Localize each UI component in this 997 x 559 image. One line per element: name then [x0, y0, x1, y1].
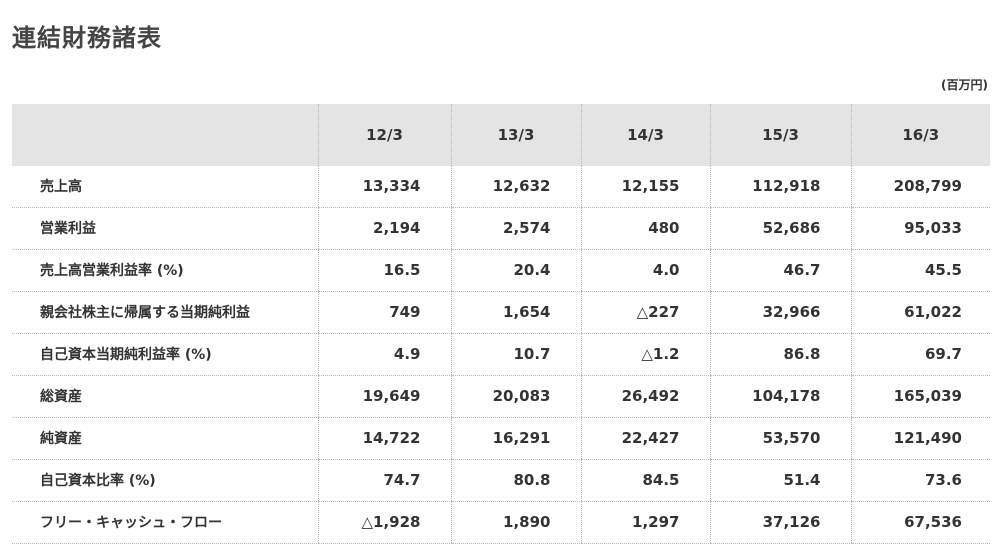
table-cell: 22,427 [580, 417, 710, 460]
row-label: 売上高 [12, 166, 318, 208]
table-cell: 45.5 [850, 249, 990, 292]
table-cell: 67,536 [850, 501, 990, 544]
column-header-12-3: 12/3 [317, 104, 451, 166]
table-row: 売上高営業利益率 (%) 16.5 20.4 4.0 46.7 45.5 [12, 249, 990, 292]
table-cell: 16,291 [450, 417, 581, 460]
table-cell: △1.2 [580, 333, 710, 376]
table-cell: 20.4 [450, 249, 581, 292]
table-cell: 26,492 [580, 375, 710, 418]
table-header-row: 12/3 13/3 14/3 15/3 16/3 [12, 104, 990, 166]
table-cell: 61,022 [850, 291, 990, 334]
table-cell: 13,334 [317, 166, 451, 208]
table-cell: 20,083 [450, 375, 581, 418]
table-cell: 95,033 [850, 207, 990, 250]
table-row: 自己資本比率 (%) 74.7 80.8 84.5 51.4 73.6 [12, 459, 990, 502]
table-row: フリー・キャッシュ・フロー △1,928 1,890 1,297 37,126 … [12, 501, 990, 544]
row-label: 売上高営業利益率 (%) [12, 249, 318, 292]
table-cell: 12,632 [450, 166, 581, 208]
table-cell: 84.5 [580, 459, 710, 502]
table-cell: 749 [317, 291, 451, 334]
table-row: 自己資本当期純利益率 (%) 4.9 10.7 △1.2 86.8 69.7 [12, 333, 990, 376]
table-row: 総資産 19,649 20,083 26,492 104,178 165,039 [12, 375, 990, 418]
row-label: 自己資本当期純利益率 (%) [12, 333, 318, 376]
table-cell: 51.4 [709, 459, 851, 502]
financial-table: 12/3 13/3 14/3 15/3 16/3 売上高 13,334 12,6… [12, 104, 990, 544]
table-cell: 80.8 [450, 459, 581, 502]
table-cell: 4.0 [580, 249, 710, 292]
column-header-14-3: 14/3 [580, 104, 710, 166]
table-cell: 121,490 [850, 417, 990, 460]
table-row: 売上高 13,334 12,632 12,155 112,918 208,799 [12, 166, 990, 208]
table-cell: △1,928 [317, 501, 451, 544]
table-cell: 2,574 [450, 207, 581, 250]
table-cell: 46.7 [709, 249, 851, 292]
table-cell: 86.8 [709, 333, 851, 376]
row-label: 純資産 [12, 417, 318, 460]
row-label: 親会社株主に帰属する当期純利益 [12, 291, 318, 334]
table-row: 親会社株主に帰属する当期純利益 749 1,654 △227 32,966 61… [12, 291, 990, 334]
table-cell: 112,918 [709, 166, 851, 208]
table-cell: 480 [580, 207, 710, 250]
row-label: 営業利益 [12, 207, 318, 250]
row-label: 総資産 [12, 375, 318, 418]
table-cell: 53,570 [709, 417, 851, 460]
table-cell: 208,799 [850, 166, 990, 208]
table-cell: 4.9 [317, 333, 451, 376]
column-header-15-3: 15/3 [709, 104, 851, 166]
table-cell: 19,649 [317, 375, 451, 418]
table-cell: 165,039 [850, 375, 990, 418]
column-header-13-3: 13/3 [450, 104, 581, 166]
table-cell: 1,890 [450, 501, 581, 544]
column-header-16-3: 16/3 [850, 104, 990, 166]
table-cell: 32,966 [709, 291, 851, 334]
row-label: フリー・キャッシュ・フロー [12, 501, 318, 544]
unit-label: (百万円) [941, 78, 988, 92]
table-cell: 69.7 [850, 333, 990, 376]
row-label: 自己資本比率 (%) [12, 459, 318, 502]
table-cell: 10.7 [450, 333, 581, 376]
table-cell: 12,155 [580, 166, 710, 208]
table-row: 純資産 14,722 16,291 22,427 53,570 121,490 [12, 417, 990, 460]
table-cell: 1,654 [450, 291, 581, 334]
page-title: 連結財務諸表 [12, 24, 162, 52]
table-cell: △227 [580, 291, 710, 334]
column-header-blank [12, 104, 318, 166]
table-cell: 14,722 [317, 417, 451, 460]
table-cell: 104,178 [709, 375, 851, 418]
table-cell: 1,297 [580, 501, 710, 544]
table-cell: 73.6 [850, 459, 990, 502]
table-cell: 74.7 [317, 459, 451, 502]
table-row: 営業利益 2,194 2,574 480 52,686 95,033 [12, 207, 990, 250]
table-cell: 37,126 [709, 501, 851, 544]
table-cell: 16.5 [317, 249, 451, 292]
table-cell: 2,194 [317, 207, 451, 250]
table-cell: 52,686 [709, 207, 851, 250]
